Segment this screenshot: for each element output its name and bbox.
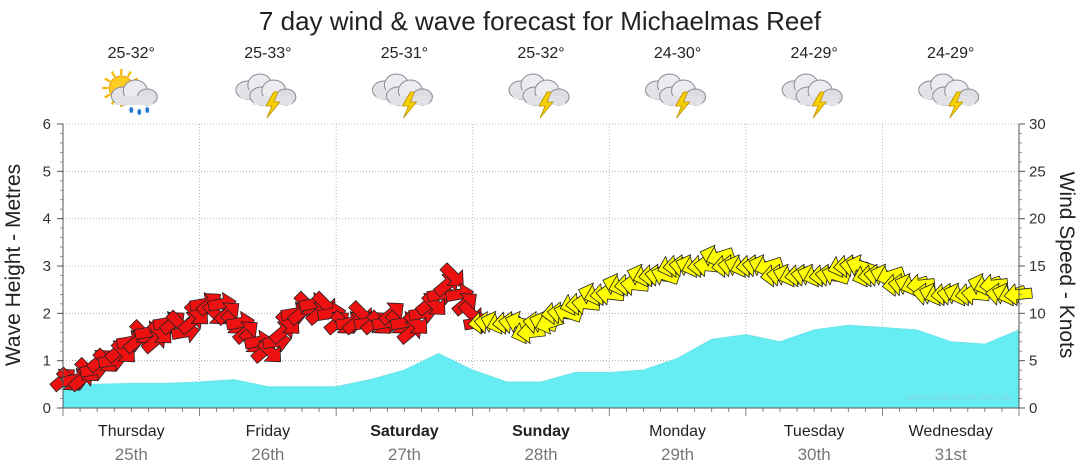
thunderstorm-icon xyxy=(645,73,707,119)
temperature-label: 25-32° xyxy=(108,45,155,62)
wave-height-area xyxy=(62,324,1020,409)
y-tick-label-right: 5 xyxy=(1029,353,1037,370)
y-tick-label-right: 25 xyxy=(1029,163,1046,180)
chart-title: 7 day wind & wave forecast for Michaelma… xyxy=(259,6,822,36)
wind-arrow xyxy=(439,262,464,287)
y-axis-label-right: Wind Speed - Knots xyxy=(1055,172,1078,359)
lightning-bolt-icon xyxy=(538,91,554,119)
raindrop-icon xyxy=(137,109,142,115)
y-tick-label-right: 20 xyxy=(1029,211,1046,228)
axes: 0 1 2 3 4 5 6 0 5 10 15 20 25 30 Thursday 25th Friday 26t… xyxy=(43,116,1046,464)
temperature-label: 24-30° xyxy=(654,45,701,62)
sun-ray xyxy=(104,93,111,99)
temperature-label: 25-31° xyxy=(381,45,428,62)
lightning-bolt-icon xyxy=(811,91,827,119)
watermark: www.seabreeze.com.au xyxy=(905,392,1012,403)
thunderstorm-icon xyxy=(781,73,843,119)
wind-arrow xyxy=(1003,283,1033,307)
temperature-label: 24-29° xyxy=(927,45,974,62)
day-label: Wednesday xyxy=(909,423,993,440)
date-label: 31st xyxy=(935,445,967,464)
lightning-bolt-icon xyxy=(674,91,691,119)
date-label: 29th xyxy=(661,445,694,464)
thunderstorm-icon xyxy=(235,73,297,119)
lightning-bolt-icon xyxy=(265,91,281,119)
date-label: 27th xyxy=(388,445,421,464)
y-axis-label-left: Wave Height - Metres xyxy=(2,164,25,366)
plot-area xyxy=(49,244,1033,409)
y-tick-label-left: 0 xyxy=(43,400,51,417)
date-label: 30th xyxy=(798,445,831,464)
y-tick-label-right: 0 xyxy=(1029,400,1037,417)
y-tick-label-right: 10 xyxy=(1029,305,1046,322)
thunderstorm-icon xyxy=(918,73,980,119)
lightning-bolt-icon xyxy=(948,91,964,119)
raindrop-icon xyxy=(129,107,134,113)
sun-ray xyxy=(104,77,111,83)
y-tick-label-left: 5 xyxy=(43,163,51,180)
temperature-label: 24-29° xyxy=(790,45,837,62)
temperature-label: 25-32° xyxy=(517,45,564,62)
wind-arrow-shape xyxy=(1003,283,1033,307)
y-tick-label-left: 6 xyxy=(43,116,51,133)
date-label: 26th xyxy=(251,445,284,464)
date-label: 25th xyxy=(115,445,148,464)
y-tick-label-left: 2 xyxy=(43,305,51,322)
y-tick-label-left: 1 xyxy=(43,353,51,370)
day-label: Sunday xyxy=(512,423,570,440)
thunderstorm-icon xyxy=(371,73,433,119)
day-label: Friday xyxy=(246,423,290,440)
wind-arrow-shape xyxy=(439,262,464,287)
y-tick-label-left: 4 xyxy=(43,211,51,228)
day-label: Thursday xyxy=(98,423,165,440)
y-tick-label-left: 3 xyxy=(43,258,51,275)
day-label: Tuesday xyxy=(784,423,845,440)
day-label: Saturday xyxy=(370,423,439,440)
y-tick-label-right: 30 xyxy=(1029,116,1046,133)
weather-icons: 25-32° 25-33° 25-31° 25-32° 24-30° 24-29° 24-2… xyxy=(102,45,980,119)
raindrop-icon xyxy=(145,107,150,113)
date-label: 28th xyxy=(524,445,557,464)
sun-ray xyxy=(126,70,132,78)
temperature-label: 25-33° xyxy=(244,45,291,62)
y-tick-label-right: 15 xyxy=(1029,258,1046,275)
day-label: Monday xyxy=(649,423,706,440)
sun-cloud-rain-icon xyxy=(102,69,158,115)
sun-ray xyxy=(110,70,116,78)
thunderstorm-icon xyxy=(508,73,570,119)
lightning-bolt-icon xyxy=(401,91,418,119)
